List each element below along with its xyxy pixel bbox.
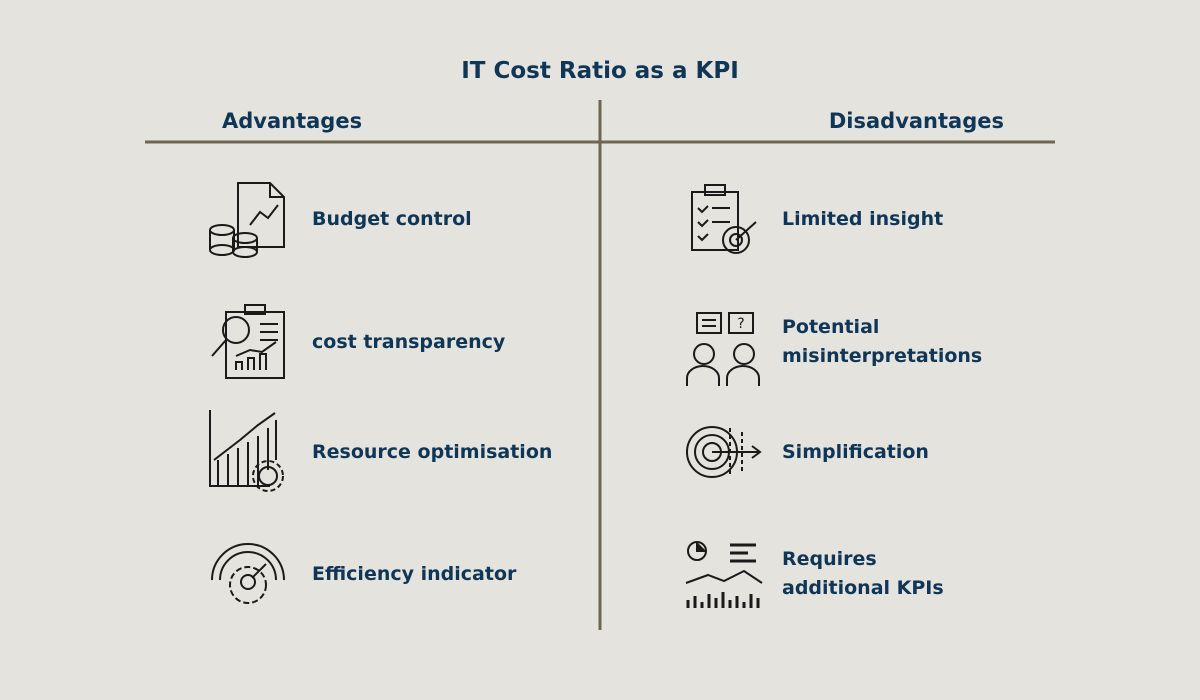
disadvantages-heading: Disadvantages xyxy=(828,109,1004,133)
item-label: cost transparency xyxy=(312,328,505,357)
item-line: Potential xyxy=(782,316,880,338)
item-line: Efficiency indicator xyxy=(312,562,517,585)
item-line: Limited insight xyxy=(782,207,944,230)
item-line: additional KPIs xyxy=(782,577,944,599)
item-line: Resource optimisation xyxy=(312,440,553,463)
item-label: Budget control xyxy=(312,205,472,234)
item-line: Budget control xyxy=(312,207,472,230)
item-line: cost transparency xyxy=(312,330,506,353)
item-line: misinterpretations xyxy=(782,345,983,367)
item-label: Potential misinterpretations xyxy=(782,313,982,371)
svg-text:?: ? xyxy=(737,316,744,332)
title: IT Cost Ratio as a KPI xyxy=(461,58,739,84)
item-line: Requires xyxy=(782,548,877,570)
item-label: Limited insight xyxy=(782,205,943,234)
item-label: Resource optimisation xyxy=(312,438,552,467)
advantages-heading: Advantages xyxy=(222,109,363,133)
item-label: Simplification xyxy=(782,438,929,467)
item-line: Simplification xyxy=(782,440,929,463)
item-label: Efficiency indicator xyxy=(312,560,516,589)
item-label: Requires additional KPIs xyxy=(782,545,944,603)
